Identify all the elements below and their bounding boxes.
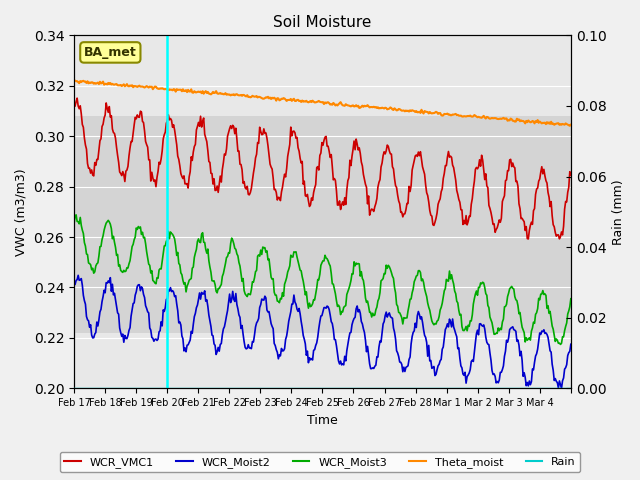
Title: Soil Moisture: Soil Moisture — [273, 15, 372, 30]
Text: BA_met: BA_met — [84, 46, 137, 59]
Bar — [74, 116, 571, 333]
X-axis label: Time: Time — [307, 414, 338, 427]
Y-axis label: VWC (m3/m3): VWC (m3/m3) — [15, 168, 28, 256]
Legend: WCR_VMC1, WCR_Moist2, WCR_Moist3, Theta_moist, Rain: WCR_VMC1, WCR_Moist2, WCR_Moist3, Theta_… — [60, 452, 580, 472]
Y-axis label: Rain (mm): Rain (mm) — [612, 179, 625, 245]
